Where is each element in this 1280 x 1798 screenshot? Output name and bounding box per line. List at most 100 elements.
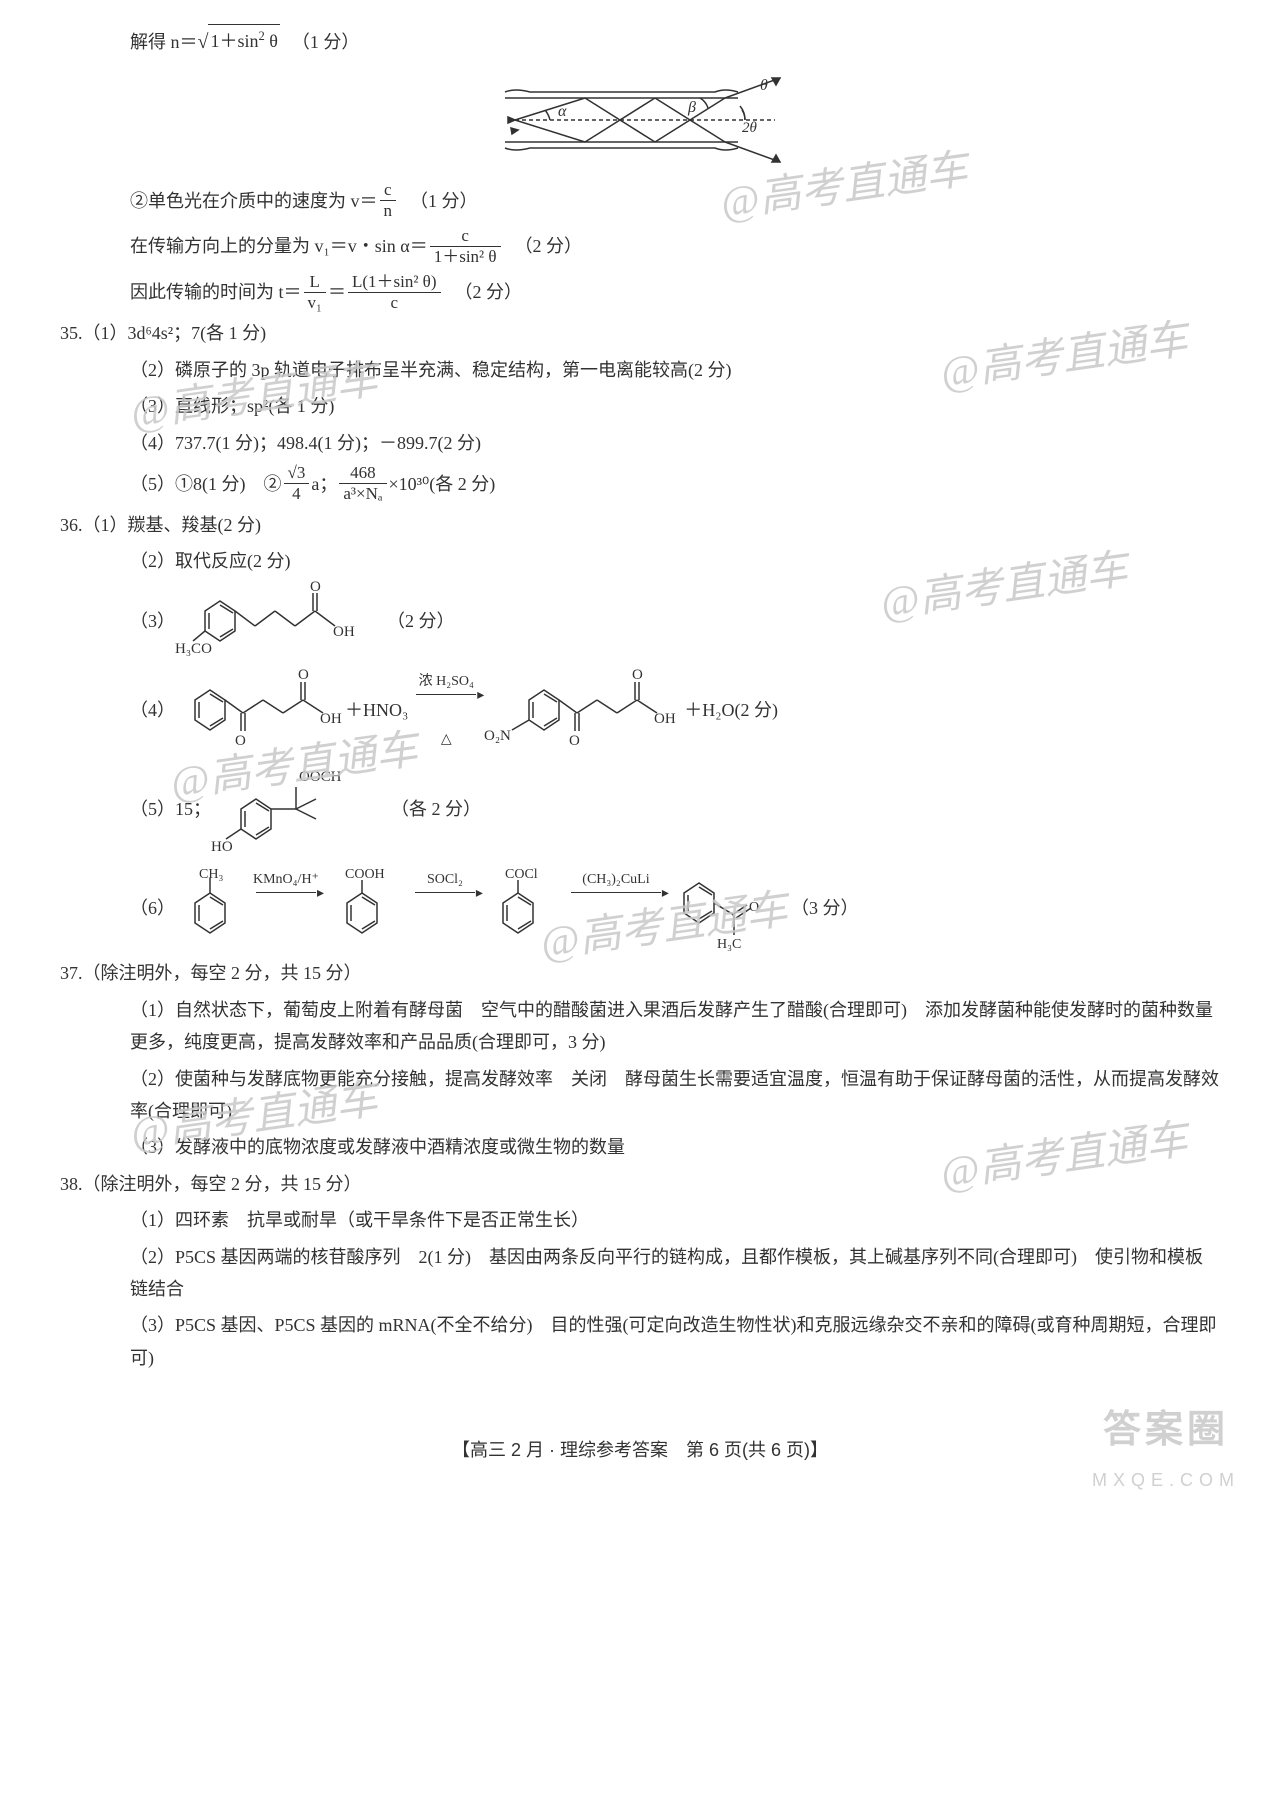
text: （1）羰基、羧基(2 分) [83,509,262,541]
logo-small: MXQE.COM [1092,1464,1240,1496]
question-35: 35. （1）3d⁶4s²；7(各 1 分) [60,317,1220,349]
answer-line: （2）使菌种与发酵底物更能充分接触，提高发酵效率 关闭 酵母菌生长需要适宜温度，… [60,1063,1220,1128]
chem-structure-36-5: HO OOCH [211,759,371,859]
fraction: c n [380,180,397,222]
answer-line: （3）发酵液中的底物浓度或发酵液中酒精浓度或微生物的数量 [60,1131,1220,1163]
text: （5）15； [130,793,211,825]
label-theta: θ [760,77,768,94]
svg-text:O: O [298,667,309,683]
fraction: L(1＋sin² θ) c [348,272,441,314]
text: （6） [130,892,175,924]
answer-line: （5）15； HO OOCH （各 2 分） [60,759,1220,859]
arrow-top: KMnO₄/H⁺ [253,867,319,892]
numerator: 468 [339,463,386,484]
answer-line: （2）P5CS 基因两端的核苷酸序列 2(1 分) 基因由两条反向平行的链构成，… [60,1241,1220,1306]
text: （3）直线形；sp²(各 1 分) [130,390,334,422]
text: （2）取代反应(2 分) [130,545,291,577]
text: 38.（除注明外，每空 2 分，共 15 分） [60,1168,362,1200]
answer-line: （1）四环素 抗旱或耐旱（或干旱条件下是否正常生长） [60,1204,1220,1236]
denominator: 1＋sin² θ [430,247,501,267]
label: H₃C [717,937,741,952]
text: （3） [130,605,175,637]
label: COCl [505,868,538,882]
text: （1）四环素 抗旱或耐旱（或干旱条件下是否正常生长） [130,1204,589,1236]
answer-line: 解得 n＝ √ 1＋sin2 θ （1 分） [60,24,1220,60]
text: ＝ [328,276,346,308]
text: ＋H₂O(2 分) [684,694,778,726]
reaction-arrow: SOCl₂ [415,867,475,951]
answer-line: （4）737.7(1 分)；498.4(1 分)；－899.7(2 分) [60,427,1220,459]
page-footer: 【高三 2 月 · 理综参考答案 第 6 页(共 6 页)】 [60,1434,1220,1466]
score: （1 分） [292,26,360,58]
text: 因此传输的时间为 t＝ [130,276,302,308]
arrow-top: 浓 H₂SO₄ [419,669,474,694]
svg-text:O: O [749,900,759,915]
answer-line: 在传输方向上的分量为 v₁＝v・sin α＝ c 1＋sin² θ （2 分） [60,226,1220,268]
text: θ [269,31,278,51]
numerator: L [304,272,326,293]
label: CH₃ [199,868,223,882]
answer-line: （4） O O OH ＋HNO₃ 浓 H₂SO₄ △ [60,665,1220,755]
score: （各 2 分） [391,793,481,825]
score: （2 分） [455,276,523,308]
chem-structure-reactant: O O OH [175,665,345,755]
text: （4） [130,694,175,726]
label: OH [333,624,355,640]
svg-text:O: O [569,733,580,749]
label: HO [211,839,233,855]
text: 解得 n＝ [130,26,198,58]
label: OH [654,711,676,727]
label-beta: β [687,99,696,116]
text: 1＋sin [210,31,258,51]
text: （3）P5CS 基因、P5CS 基因的 mRNA(不全不给分) 目的性强(可定向… [130,1309,1220,1374]
chem-toluene: CH₃ [175,868,245,948]
score: （1 分） [410,185,478,217]
answer-line: （3） O OH H₃CO （2 分） [60,581,1220,661]
arrow-top: SOCl₂ [427,867,463,892]
reaction-arrow: KMnO₄/H⁺ [253,867,319,951]
text: （1）3d⁶4s²；7(各 1 分) [83,317,267,349]
reaction-arrow: 浓 H₂SO₄ △ [416,669,476,753]
chem-benzoic-acid: COOH [327,868,407,948]
fraction: c 1＋sin² θ [430,226,501,268]
text: （5）①8(1 分) ② [130,468,282,500]
chem-benzoyl-chloride: COCl [483,868,563,948]
text: a； [311,468,337,500]
denominator: n [380,201,397,221]
label: O₂N [484,728,511,744]
answer-line: 因此传输的时间为 t＝ L v₁ ＝ L(1＋sin² θ) c （2 分） [60,272,1220,314]
score: （2 分） [515,230,583,262]
fraction: L v₁ [304,272,326,314]
answer-line: （2）取代反应(2 分) [60,545,1220,577]
chem-structure-product: O₂N O O OH [484,665,684,755]
answer-line: （1）自然状态下，葡萄皮上附着有酵母菌 空气中的醋酸菌进入果酒后发酵产生了醋酸(… [60,994,1220,1059]
label-2theta: 2θ [742,120,758,136]
text: ②单色光在介质中的速度为 v＝ [130,185,378,217]
text: 37.（除注明外，每空 2 分，共 15 分） [60,957,362,989]
text: ×10³⁰(各 2 分) [389,468,496,500]
chem-acetophenone: O H₃C [669,863,779,953]
text: ＋HNO₃ [345,694,408,726]
fraction: √3 4 [284,463,310,505]
label: H₃CO [175,641,212,657]
answer-line: ②单色光在介质中的速度为 v＝ c n （1 分） [60,180,1220,222]
numerator: c [380,180,397,201]
text: 在传输方向上的分量为 v₁＝v・sin α＝ [130,230,428,262]
answer-line: （2）磷原子的 3p 轨道电子排布呈半充满、稳定结构，第一电离能较高(2 分) [60,354,1220,386]
answer-line: （5）①8(1 分) ② √3 4 a； 468 a³×Nₐ ×10³⁰(各 2… [60,463,1220,505]
text: （4）737.7(1 分)；498.4(1 分)；－899.7(2 分) [130,427,481,459]
denominator: a³×Nₐ [339,484,386,504]
answer-line: （6） CH₃ KMnO₄/H⁺ COOH SOCl₂ COCl (CH [60,863,1220,953]
text: （2）P5CS 基因两端的核苷酸序列 2(1 分) 基因由两条反向平行的链构成，… [130,1241,1220,1306]
qnum: 36. [60,509,83,541]
label: OH [320,711,342,727]
arrow-bot: △ [441,727,452,752]
reaction-arrow: (CH₃)₂CuLi [571,867,661,951]
text: （2）使菌种与发酵底物更能充分接触，提高发酵效率 关闭 酵母菌生长需要适宜温度，… [130,1063,1220,1128]
text: （2）磷原子的 3p 轨道电子排布呈半充满、稳定结构，第一电离能较高(2 分) [130,354,732,386]
optics-diagram: α β θ 2θ [490,70,790,170]
question-38: 38.（除注明外，每空 2 分，共 15 分） [60,1168,1220,1200]
label: OOCH [299,769,342,785]
svg-text:O: O [235,733,246,749]
svg-text:O: O [632,667,643,683]
